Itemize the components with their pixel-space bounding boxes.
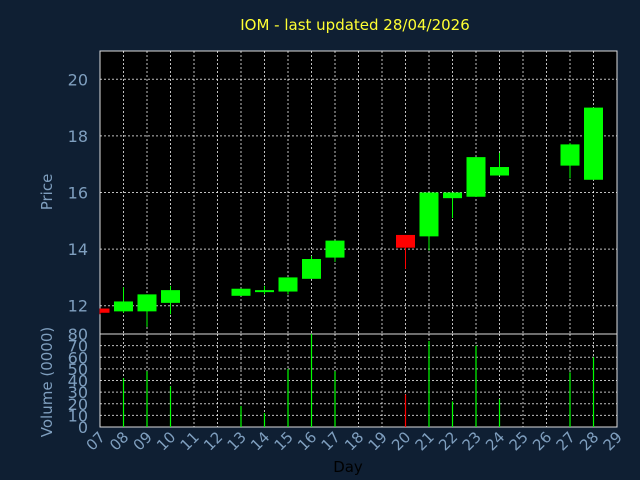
candle-body bbox=[231, 288, 251, 296]
candle-body bbox=[560, 144, 580, 166]
volume-tick-label: 0 bbox=[78, 418, 88, 437]
candle-body bbox=[443, 192, 462, 199]
candle-body bbox=[302, 259, 321, 279]
x-tick-labels: 0708091011121314151617181920212223242526… bbox=[83, 428, 626, 454]
price-tick-label: 16 bbox=[68, 184, 88, 203]
candle-body bbox=[278, 277, 298, 292]
price-axis-label: Price bbox=[38, 174, 56, 211]
candle-body bbox=[396, 234, 415, 248]
volume-tick-label: 40 bbox=[68, 372, 88, 391]
x-axis-label: Day bbox=[333, 458, 363, 476]
candle-body bbox=[255, 290, 274, 293]
volume-bars bbox=[122, 334, 595, 427]
volume-tick-label: 10 bbox=[68, 406, 88, 425]
price-tick-label: 12 bbox=[68, 297, 88, 316]
candle-body bbox=[419, 192, 439, 237]
candle-body bbox=[100, 308, 110, 313]
candle-body bbox=[325, 240, 345, 258]
volume-tick-label: 50 bbox=[68, 360, 88, 379]
price-tick-label: 18 bbox=[68, 127, 88, 146]
volume-tick-label: 30 bbox=[68, 383, 88, 402]
volume-tick-label: 60 bbox=[68, 348, 88, 367]
price-y-ticks: 12 14 16 18 20 bbox=[68, 70, 88, 315]
volume-axis-label: Volume (0000) bbox=[38, 327, 56, 437]
volume-tick-label: 20 bbox=[68, 395, 88, 414]
candle-body bbox=[137, 294, 157, 312]
volume-tick-label: 80 bbox=[68, 325, 88, 344]
candle-body bbox=[114, 301, 133, 312]
chart-title: IOM - last updated 28/04/2026 bbox=[240, 16, 470, 34]
candle-body bbox=[466, 157, 486, 197]
price-tick-label: 14 bbox=[68, 240, 88, 259]
volume-tick-label: 70 bbox=[68, 337, 88, 356]
price-tick-label: 20 bbox=[68, 70, 88, 89]
candle-body bbox=[584, 107, 603, 180]
candle-body bbox=[490, 167, 509, 176]
price-candles bbox=[99, 107, 603, 327]
candle-body bbox=[161, 290, 180, 303]
